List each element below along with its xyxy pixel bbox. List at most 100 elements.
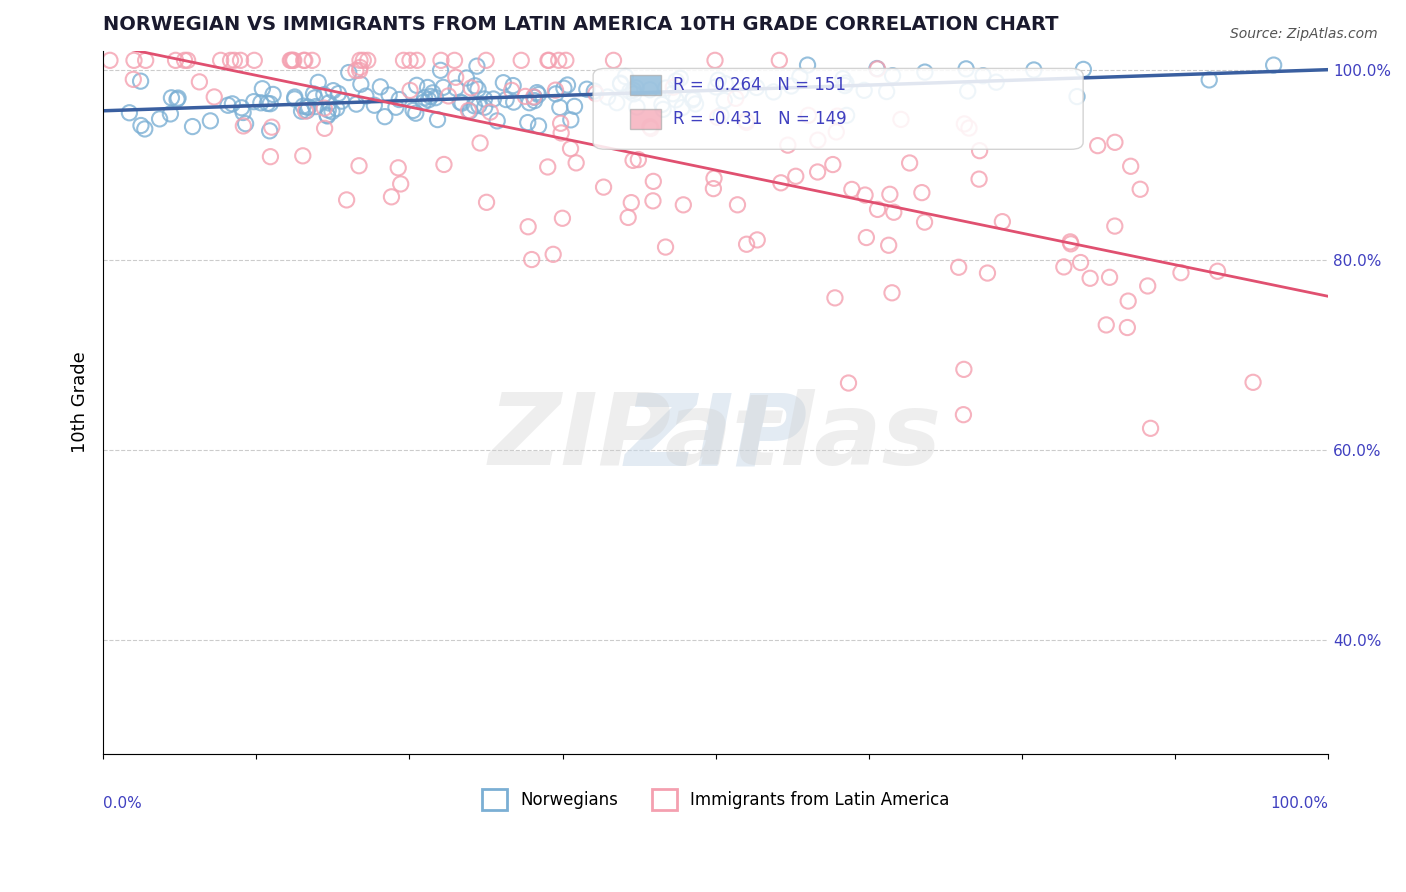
Point — [388, 93, 411, 107]
Point — [330, 94, 353, 108]
Point — [953, 117, 976, 131]
Point — [1104, 219, 1126, 233]
Point — [460, 81, 482, 95]
Point — [221, 96, 243, 111]
Point — [166, 92, 188, 106]
Point — [853, 83, 876, 97]
Point — [318, 103, 340, 117]
Point — [474, 92, 496, 106]
Point — [1170, 266, 1192, 280]
Point — [662, 80, 685, 95]
Point — [165, 54, 187, 68]
Point — [1060, 236, 1083, 251]
Point — [209, 54, 232, 68]
Point — [614, 70, 637, 84]
Text: ZIP: ZIP — [624, 389, 807, 486]
Point — [305, 99, 328, 113]
Point — [1119, 159, 1142, 173]
Point — [291, 149, 314, 163]
Point — [235, 117, 257, 131]
Point — [548, 100, 571, 114]
Point — [609, 77, 631, 91]
Point — [344, 97, 367, 112]
Point — [641, 194, 664, 208]
Point — [457, 103, 479, 118]
Point — [544, 83, 567, 97]
Point — [467, 82, 489, 96]
Point — [596, 90, 619, 104]
Point — [475, 54, 498, 68]
Point — [325, 102, 347, 116]
Point — [682, 91, 704, 105]
Point — [623, 87, 645, 101]
Point — [575, 82, 598, 96]
Point — [284, 90, 307, 104]
Text: ZIPatlas: ZIPatlas — [489, 389, 942, 486]
Point — [502, 95, 524, 109]
Point — [785, 169, 807, 184]
Point — [835, 76, 858, 90]
Point — [1206, 264, 1229, 278]
Point — [510, 54, 533, 68]
Point — [553, 81, 575, 95]
Point — [432, 80, 454, 95]
Point — [952, 408, 974, 422]
Point — [702, 181, 724, 195]
Point — [654, 240, 676, 254]
Point — [502, 78, 524, 93]
Point — [620, 195, 643, 210]
Point — [724, 91, 747, 105]
Point — [550, 116, 572, 130]
Point — [501, 83, 523, 97]
Point — [541, 247, 564, 261]
Point — [352, 54, 374, 68]
Point — [465, 59, 488, 73]
Point — [876, 85, 898, 99]
Point — [796, 58, 818, 72]
Point — [292, 99, 315, 113]
Point — [1263, 58, 1285, 72]
Point — [304, 91, 326, 105]
Text: Source: ZipAtlas.com: Source: ZipAtlas.com — [1230, 27, 1378, 41]
Point — [380, 190, 402, 204]
Point — [252, 81, 274, 95]
Point — [437, 89, 460, 103]
Point — [463, 99, 485, 113]
Point — [173, 54, 195, 68]
Point — [665, 74, 688, 88]
Point — [426, 112, 449, 127]
Point — [406, 54, 429, 68]
Point — [827, 109, 849, 123]
Point — [378, 88, 401, 103]
Point — [425, 91, 447, 105]
Point — [399, 54, 422, 68]
Point — [1066, 89, 1088, 103]
Point — [585, 87, 607, 101]
Point — [609, 76, 631, 90]
Point — [866, 62, 889, 76]
Point — [638, 120, 661, 134]
Legend: Norwegians, Immigrants from Latin America: Norwegians, Immigrants from Latin Americ… — [475, 782, 956, 816]
Point — [135, 54, 157, 68]
Point — [652, 103, 675, 117]
Point — [134, 122, 156, 136]
Point — [1059, 235, 1081, 249]
Point — [969, 144, 991, 158]
Point — [259, 150, 281, 164]
Point — [495, 93, 517, 107]
Point — [336, 193, 359, 207]
Point — [877, 238, 900, 252]
Point — [443, 54, 465, 68]
Point — [389, 177, 412, 191]
Point — [520, 252, 543, 267]
Point — [349, 54, 371, 68]
Point — [176, 54, 198, 68]
Point — [1053, 260, 1076, 274]
Point — [229, 54, 252, 68]
Point — [402, 103, 425, 118]
Point — [129, 119, 152, 133]
Point — [671, 101, 693, 115]
Point — [824, 291, 846, 305]
Point — [807, 133, 830, 147]
Point — [557, 78, 579, 92]
